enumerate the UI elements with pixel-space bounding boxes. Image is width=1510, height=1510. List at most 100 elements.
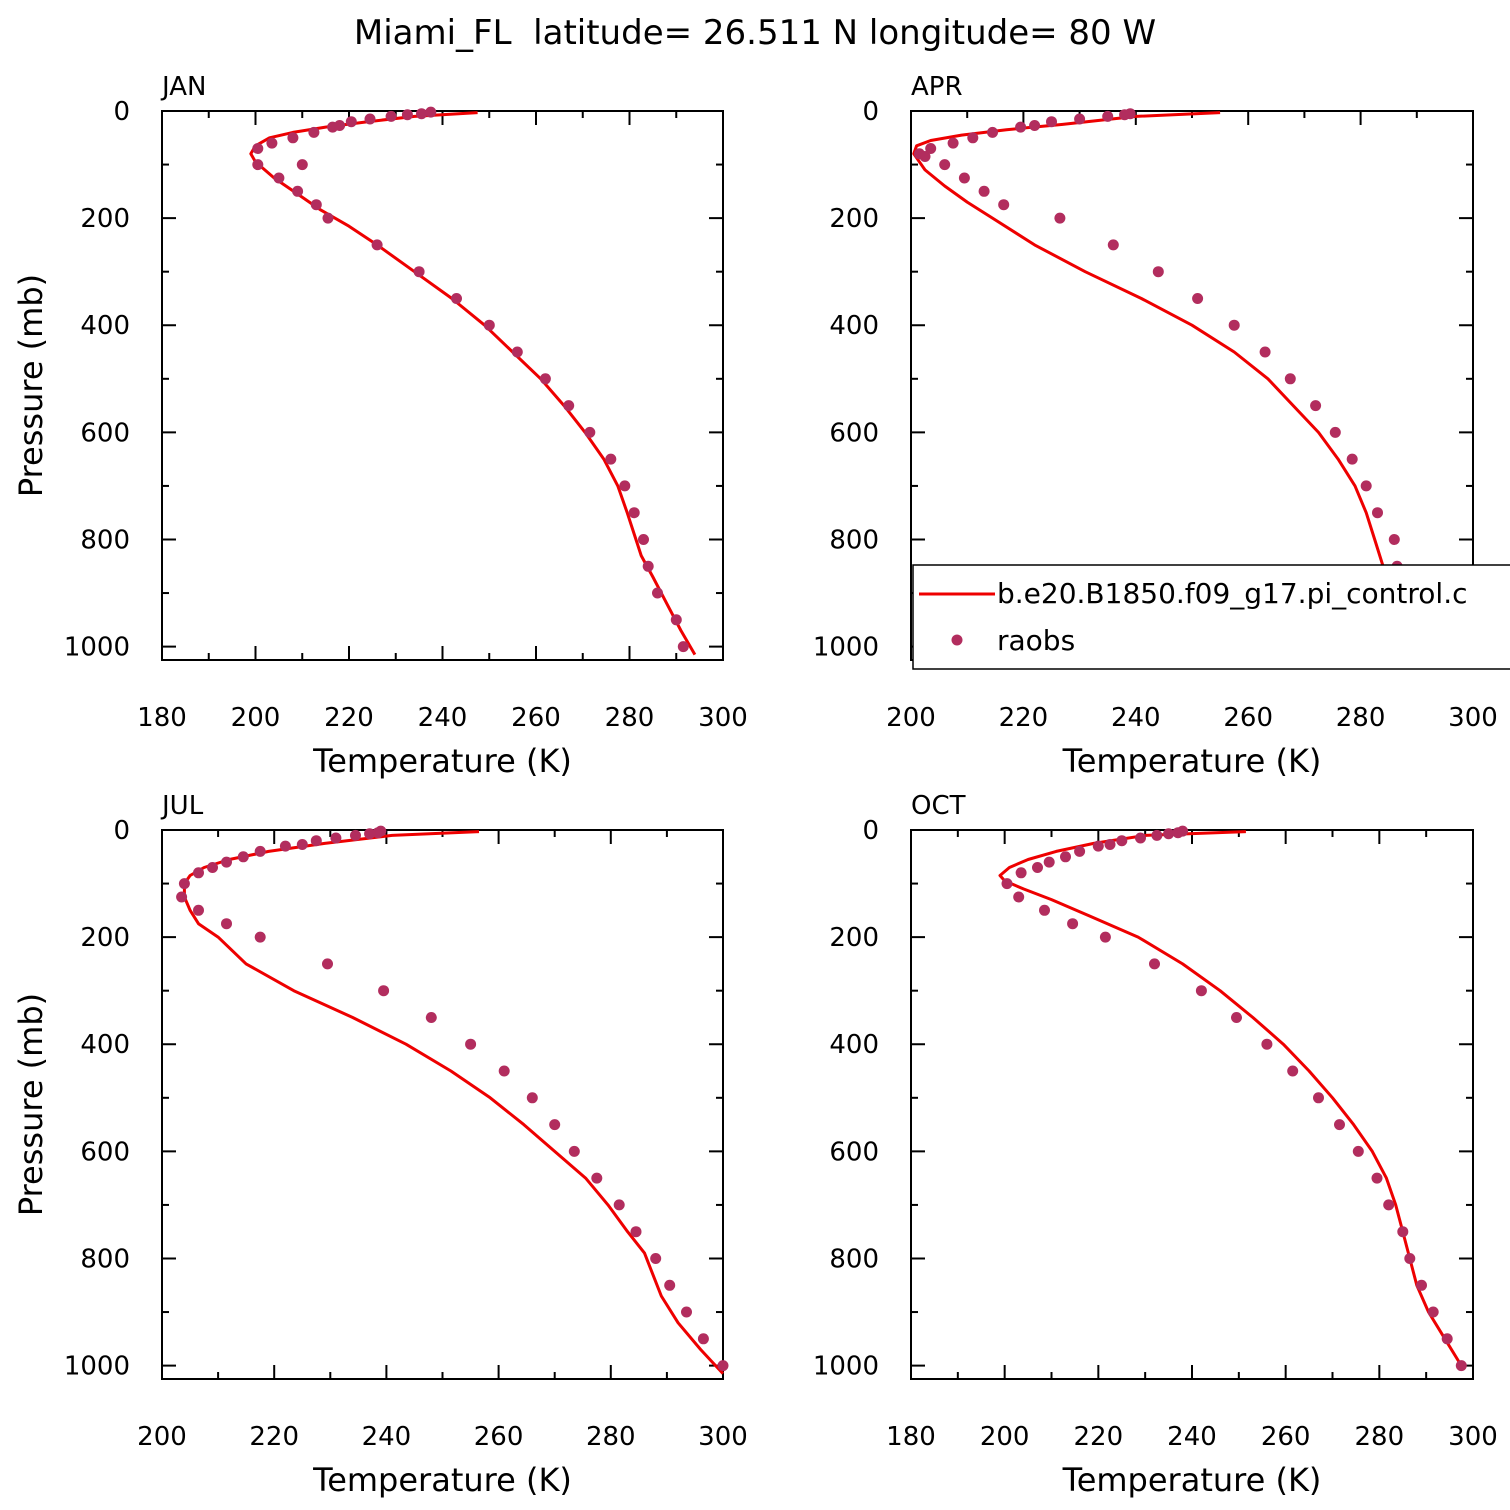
y-tick-label: 200: [829, 204, 879, 234]
raobs-point: [1313, 1092, 1324, 1104]
plot-frame: [161, 110, 724, 661]
legend-box: [912, 564, 1510, 670]
raobs-point: [1102, 110, 1114, 122]
raobs-point: [401, 109, 413, 121]
raobs-point: [1074, 845, 1086, 857]
x-tick-label: 280: [586, 1422, 636, 1452]
raobs-point: [1287, 1065, 1299, 1077]
raobs-point: [279, 840, 291, 852]
raobs-point: [322, 958, 333, 970]
x-tick-label: 200: [231, 703, 281, 733]
raobs-point: [193, 867, 204, 879]
x-tick-label: 200: [137, 1422, 187, 1452]
raobs-point: [1046, 116, 1057, 128]
raobs-point: [273, 172, 285, 184]
raobs-point: [1192, 293, 1204, 304]
y-tick-label: 800: [829, 1244, 879, 1274]
x-tick-label: 220: [249, 1422, 299, 1452]
raobs-point: [568, 1145, 580, 1157]
raobs-point: [1195, 985, 1207, 997]
raobs-point: [1013, 891, 1025, 903]
raobs-point: [664, 1279, 676, 1291]
raobs-point: [252, 143, 264, 154]
raobs-point: [1067, 918, 1079, 930]
raobs-point: [207, 862, 218, 873]
raobs-point: [1371, 1172, 1383, 1184]
raobs-point: [425, 1012, 437, 1023]
x-tick-label: 220: [1074, 1422, 1124, 1452]
raobs-point: [511, 346, 523, 358]
x-tick-label: 300: [1448, 703, 1498, 733]
raobs-point: [539, 373, 551, 385]
raobs-point: [221, 856, 232, 868]
raobs-point: [1231, 1012, 1242, 1023]
raobs-point: [1383, 1199, 1395, 1211]
raobs-point: [237, 851, 249, 863]
x-tick-label: 200: [980, 1422, 1030, 1452]
raobs-point: [681, 1306, 692, 1318]
x-tick-label: 300: [1448, 1422, 1498, 1452]
raobs-point: [1455, 1360, 1467, 1372]
raobs-point: [584, 426, 596, 438]
raobs-point: [613, 1199, 625, 1211]
y-tick-label: 0: [862, 97, 879, 127]
raobs-point: [670, 614, 682, 626]
raobs-point: [1404, 1253, 1416, 1264]
x-tick-label: 180: [137, 703, 187, 733]
model-line: [182, 830, 725, 1375]
raobs-point: [308, 126, 320, 138]
raobs-point: [1149, 958, 1160, 970]
raobs-point: [1261, 1038, 1273, 1050]
panel-title: JUL: [160, 791, 204, 821]
x-tick-label: 240: [362, 1422, 412, 1452]
y-tick-label: 800: [80, 525, 130, 555]
raobs-point: [1029, 120, 1041, 131]
x-tick-label: 300: [698, 1422, 748, 1452]
x-tick-label: 260: [1223, 703, 1273, 733]
y-tick-label: 400: [829, 1030, 879, 1060]
panel-oct: 180 200 220 240 260 280 300 0 200 400 600 800 1000 OC…: [813, 791, 1498, 1499]
raobs-point: [252, 159, 264, 171]
raobs-point: [310, 835, 322, 847]
raobs-point: [425, 106, 437, 118]
raobs-point: [254, 845, 266, 857]
x-tick-label: 280: [1355, 1422, 1405, 1452]
raobs-point: [650, 1253, 662, 1264]
y-tick-label: 1000: [813, 1352, 879, 1382]
raobs-point: [1043, 856, 1055, 868]
raobs-point: [287, 132, 299, 144]
y-tick-label: 0: [113, 816, 130, 846]
panels: 180 200 220 240 260 280 300 0 200 400 600 800 1000 JA…: [12, 72, 1510, 1499]
raobs-point: [925, 143, 937, 154]
x-axis-label: Temperature (K): [312, 742, 572, 780]
raobs-point: [967, 132, 979, 144]
legend-raobs-label: raobs: [997, 624, 1075, 657]
raobs-point: [717, 1360, 729, 1372]
y-tick-label: 800: [829, 525, 879, 555]
y-tick-label: 400: [829, 311, 879, 341]
raobs-point: [913, 148, 925, 160]
x-tick-label: 240: [418, 703, 468, 733]
raobs-point: [378, 985, 390, 997]
x-tick-label: 260: [511, 703, 561, 733]
panel-jul: 200 220 240 260 280 300 0 200 400 600 800 1000 JUL Te…: [12, 791, 748, 1499]
panel-title: APR: [911, 72, 963, 102]
x-tick-label: 200: [886, 703, 936, 733]
model-line: [912, 111, 1446, 648]
x-tick-label: 280: [1336, 703, 1386, 733]
raobs-point: [1099, 931, 1111, 943]
y-tick-label: 1000: [64, 633, 130, 663]
raobs-point: [1228, 319, 1240, 331]
raobs-point: [591, 1172, 603, 1184]
raobs-point: [1054, 212, 1066, 224]
raobs-point: [1352, 1145, 1364, 1157]
raobs-point: [296, 159, 308, 171]
raobs-point: [1104, 839, 1116, 850]
x-tick-label: 220: [999, 703, 1049, 733]
raobs-point: [193, 904, 204, 916]
raobs-point: [1060, 851, 1071, 863]
raobs-point: [1015, 867, 1027, 879]
raobs-point: [371, 239, 383, 251]
raobs-point: [947, 137, 959, 149]
